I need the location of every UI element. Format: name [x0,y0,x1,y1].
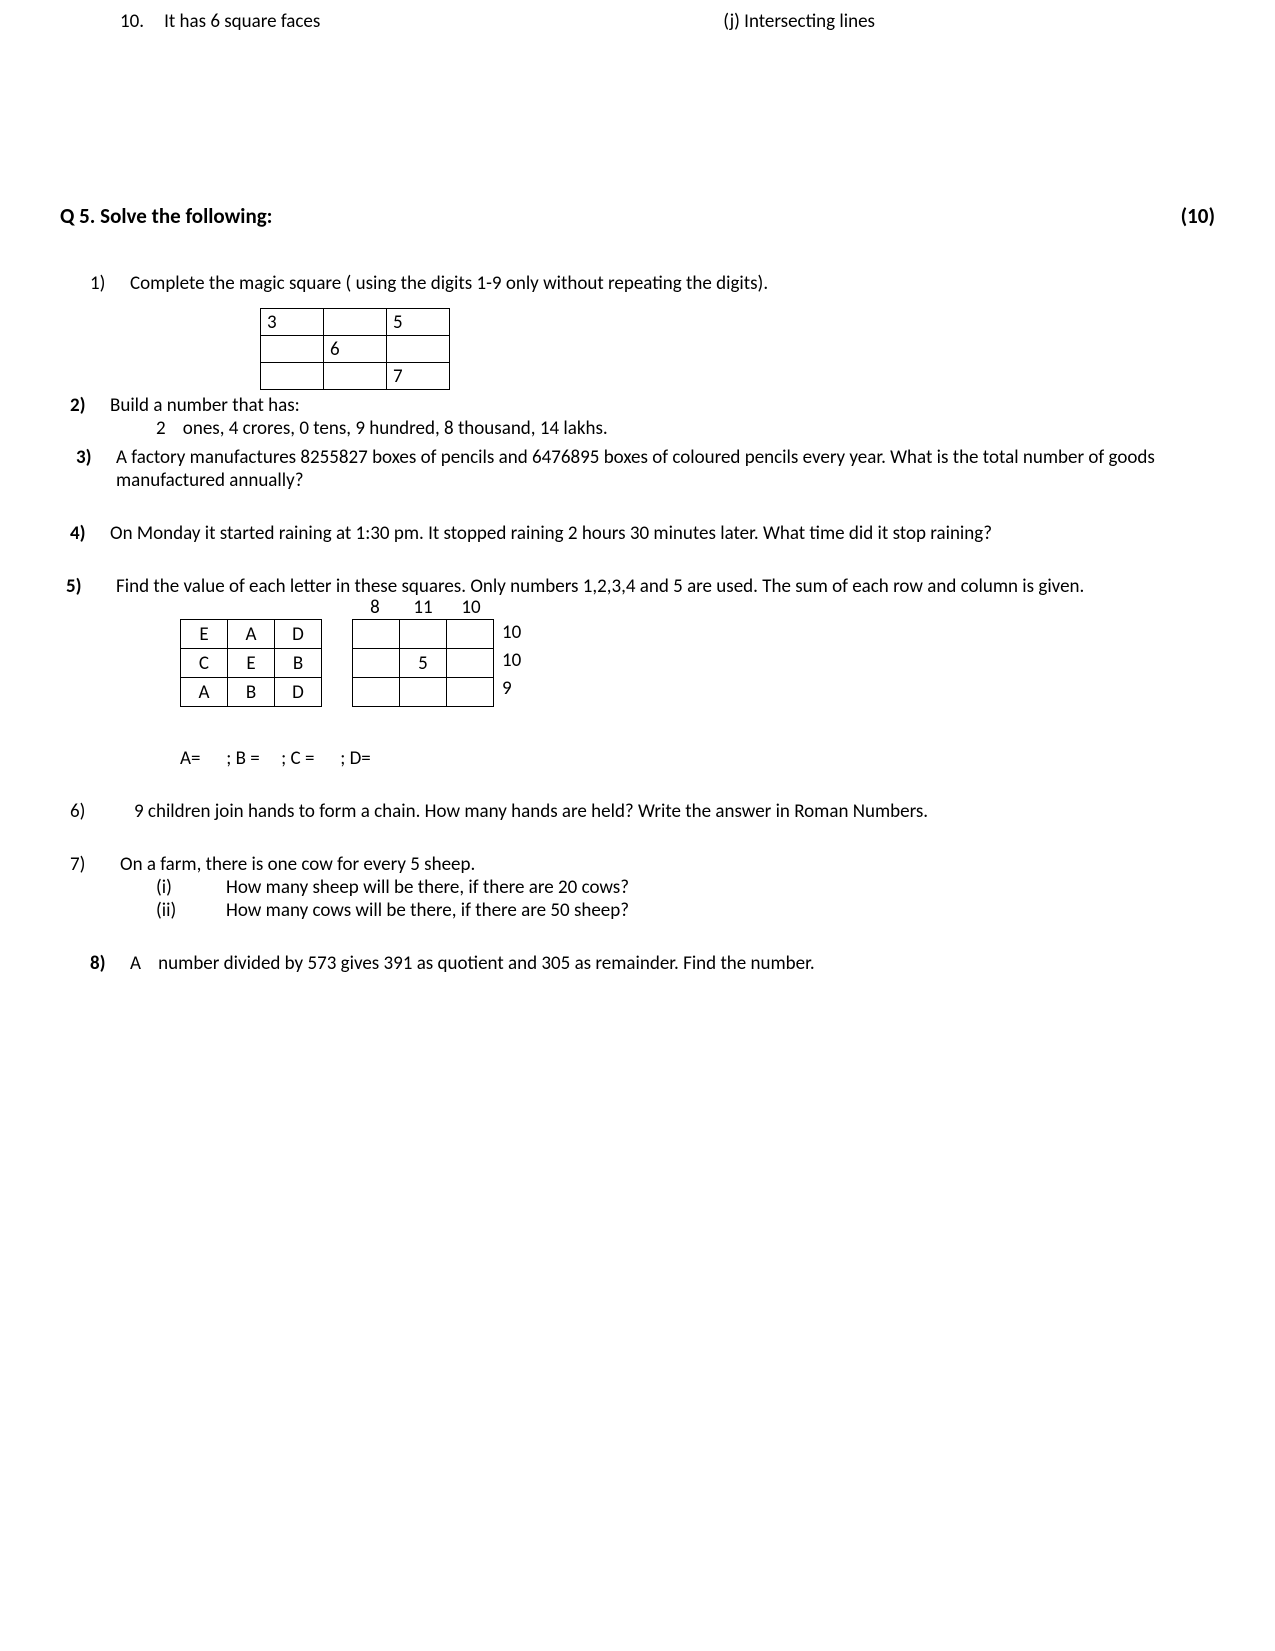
item-10-text: It has 6 square faces [164,10,320,33]
q5-sub3: 3) A factory manufactures 8255827 boxes … [60,446,1215,492]
col-sum-2: 11 [408,596,438,619]
q5-sub7-num: 7) [70,853,100,876]
cell: C [181,649,228,678]
row-sum-1: 10 [502,619,521,647]
q5-sub7-ii-num: (ii) [156,899,186,922]
cell: B [228,678,275,707]
cell [400,620,447,649]
cell: A [181,678,228,707]
q5-sub8: 8) A number divided by 573 gives 391 as … [60,952,1215,975]
cell: D [275,620,322,649]
q5-sub1-num: 1) [90,269,120,298]
cell: D [275,678,322,707]
cell: 7 [387,363,450,390]
cell [324,363,387,390]
cell [353,649,400,678]
q5-sub8-row: 8) A number divided by 573 gives 391 as … [90,952,1215,975]
q5-sub7: 7) On a farm, there is one cow for every… [60,853,1215,922]
cell [353,620,400,649]
item-10-right: (j) Intersecting lines [723,10,875,33]
table-row: 7 [261,363,450,390]
number-grid: 5 [352,619,494,707]
col-sum-3: 10 [456,596,486,619]
item-10-left: 10. It has 6 square faces [120,10,320,33]
q5-sub4: 4) On Monday it started raining at 1:30 … [60,522,1215,545]
letter-grid: E A D C E B A B D [180,619,322,707]
q5-sub3-text: A factory manufactures 8255827 boxes of … [116,446,1215,492]
cell [447,620,494,649]
q5-sub6-num: 6) [70,800,100,823]
q5-sub1-text: Complete the magic square ( using the di… [130,269,768,298]
table-row [353,620,494,649]
column-sums: 8 11 10 [360,596,521,619]
table-row: 3 5 [261,309,450,336]
q5-sub7-row: 7) On a farm, there is one cow for every… [70,853,1215,876]
cell: 5 [387,309,450,336]
q5-sub7-text: On a farm, there is one cow for every 5 … [120,853,475,876]
q5-sub4-num: 4) [70,522,100,545]
cell [387,336,450,363]
page-content: 10. It has 6 square faces (j) Intersecti… [0,0,1275,1035]
q5-sub2-num: 2) [70,394,100,417]
q5-sub2: 2) Build a number that has: 2 ones, 4 cr… [60,394,1215,440]
cell [353,678,400,707]
table-row: A B D [181,678,322,707]
cell [447,649,494,678]
q5-sub7-i: (i) How many sheep will be there, if the… [156,876,1215,899]
table-row [353,678,494,707]
number-grid-wrapper: 8 11 10 5 [352,596,521,707]
q5-sub2-detail: 2 ones, 4 crores, 0 tens, 9 hundred, 8 t… [156,417,1215,440]
q5-sub5: 5) Find the value of each letter in thes… [60,575,1215,598]
q5-sub7-ii: (ii) How many cows will be there, if the… [156,899,1215,922]
row-sum-3: 9 [502,675,521,703]
item-10-number: 10. [120,10,144,33]
q5-sub8-num: 8) [90,952,120,975]
q5-sub4-row: 4) On Monday it started raining at 1:30 … [70,522,1215,545]
cell [400,678,447,707]
table-row: 5 [353,649,494,678]
row-sum-2: 10 [502,647,521,675]
q5-sub4-text: On Monday it started raining at 1:30 pm.… [110,522,1215,545]
item-10-row: 10. It has 6 square faces (j) Intersecti… [60,10,1215,33]
cell: E [228,649,275,678]
q5-sub5-num: 5) [66,575,96,598]
q5-heading-text: Q 5. Solve the following: [60,203,272,229]
q5-sub6: 6) 9 children join hands to form a chain… [60,800,1215,823]
cell: 3 [261,309,324,336]
table-row: E A D [181,620,322,649]
cell: A [228,620,275,649]
q5-sub7-i-text: How many sheep will be there, if there a… [226,876,629,899]
table-row: 6 [261,336,450,363]
cell [261,336,324,363]
cell [261,363,324,390]
cell [324,309,387,336]
q5-sub5-row: 5) Find the value of each letter in thes… [66,575,1215,598]
q5-sub6-row: 6) 9 children join hands to form a chain… [70,800,1215,823]
q5-sub1: 1) Complete the magic square ( using the… [90,269,1215,298]
cell: E [181,620,228,649]
cell [447,678,494,707]
row-sums: 10 10 9 [502,619,521,707]
q5-marks: (10) [1181,203,1215,229]
q5-sub7-ii-text: How many cows will be there, if there ar… [226,899,629,922]
q5-sub3-num: 3) [76,446,106,492]
q5-heading-row: Q 5. Solve the following: (10) [60,203,1215,229]
q5-sub2-row: 2) Build a number that has: [60,394,1215,417]
cell: B [275,649,322,678]
q5-sub5-grids: E A D C E B A B D 8 11 10 [180,596,1215,707]
cell: 5 [400,649,447,678]
col-sum-1: 8 [360,596,390,619]
q5-sub6-text: 9 children join hands to form a chain. H… [134,800,1215,823]
q5-sub7-i-num: (i) [156,876,186,899]
q5-sub5-answers: A= ; B = ; C = ; D= [180,747,1215,770]
q5-sub2-text: Build a number that has: [110,394,300,417]
q5-sub1-row: 1) Complete the magic square ( using the… [90,269,1215,298]
q5-sub3-row: 3) A factory manufactures 8255827 boxes … [60,446,1215,492]
cell: 6 [324,336,387,363]
q5-sub8-text: A number divided by 573 gives 391 as quo… [130,952,1215,975]
q5-sub5-text: Find the value of each letter in these s… [116,575,1215,598]
table-row: C E B [181,649,322,678]
magic-square-table: 3 5 6 7 [260,308,450,390]
number-grid-row: 5 10 10 9 [352,619,521,707]
